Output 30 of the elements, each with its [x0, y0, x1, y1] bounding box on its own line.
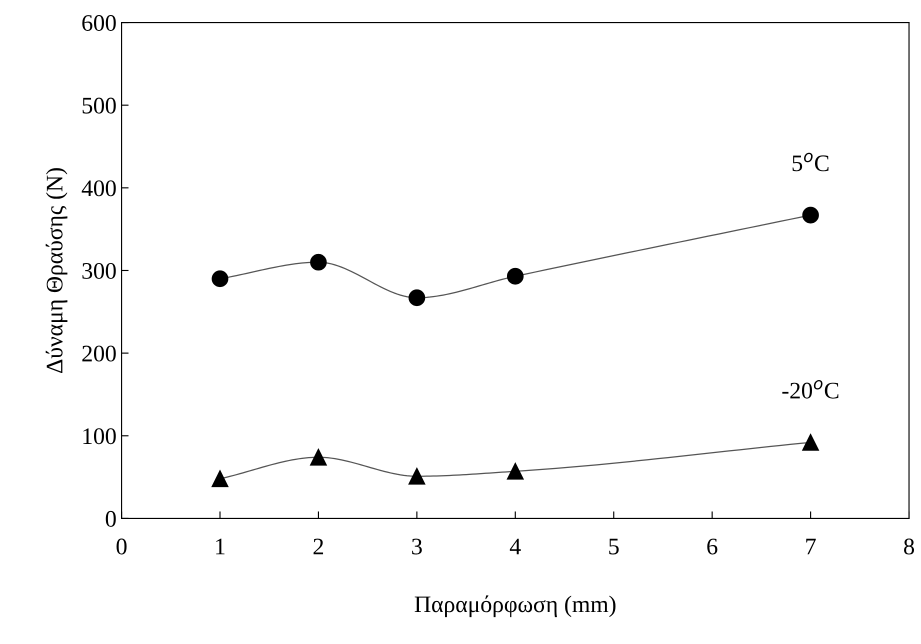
y-axis-title: Δύναμη Θραύσης (N) [46, 168, 68, 373]
point [408, 468, 426, 485]
point [802, 206, 819, 224]
point [506, 462, 524, 480]
point [408, 289, 426, 306]
point [310, 448, 327, 466]
y-tick-label: 500 [82, 98, 116, 114]
x-tick-label: 7 [806, 538, 816, 554]
x-tick-label: 1 [216, 538, 224, 554]
y-tick-label: 0 [106, 510, 116, 527]
series-label: 5$^{o}$C [792, 152, 828, 172]
point [506, 268, 524, 285]
x-tick-label: 3 [412, 538, 422, 554]
series-label: -20$^{o}$C [782, 380, 838, 399]
x-tick-label: 2 [314, 538, 324, 554]
point [310, 254, 327, 271]
x-tick-label: 8 [904, 538, 914, 554]
y-tick-label: 200 [82, 346, 116, 362]
point [212, 470, 228, 488]
x-tick-label: 5 [609, 538, 619, 554]
x-tick-label: 6 [707, 538, 718, 554]
y-tick-label: 600 [82, 15, 116, 31]
y-tick-label: 400 [82, 180, 116, 196]
point [802, 434, 819, 451]
x-tick-label: 0 [116, 538, 127, 554]
y-tick-label: 300 [82, 262, 116, 279]
y-tick-label: 100 [83, 428, 116, 444]
point [212, 270, 228, 288]
x-tick-label: 4 [510, 538, 521, 554]
x-axis-title: Παραμόρφωση (mm) [414, 595, 616, 618]
